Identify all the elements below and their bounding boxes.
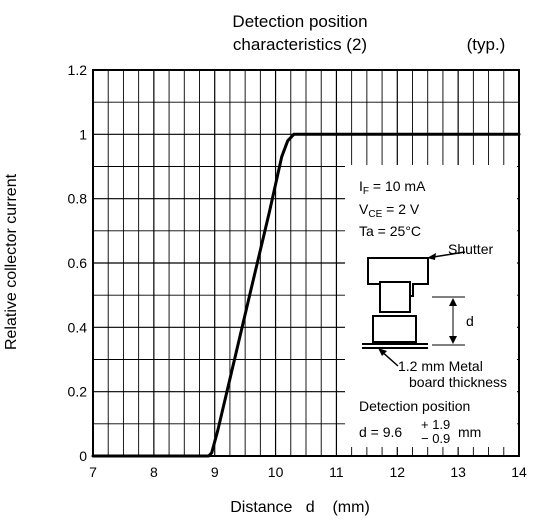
metal-arrowhead [378, 348, 387, 356]
d-dim-arrow-bottom [449, 336, 457, 344]
conditions-panel [345, 165, 517, 447]
detection-base: d = 9.6 [359, 424, 402, 440]
y-tick-label: 0.8 [68, 191, 88, 207]
shutter-arrowhead [427, 253, 436, 260]
y-tick-label: 0.2 [68, 384, 88, 400]
shutter-shape [367, 257, 429, 297]
x-tick-label: 7 [89, 464, 97, 480]
d-label: d [466, 313, 474, 329]
x-axis-ticks: 7 8 9 10 11 12 13 14 [89, 464, 527, 480]
x-tick-label: 9 [211, 464, 219, 480]
chart-title-line1: Detection position [232, 12, 367, 31]
x-tick-label: 14 [511, 464, 527, 480]
plot-frame [92, 69, 520, 457]
condition-vce: VCE = 2 V [359, 201, 420, 220]
metal-label-line1: 1.2 mm Metal [398, 358, 483, 374]
detection-minus: − 0.9 [421, 431, 450, 446]
y-tick-label: 0.6 [68, 255, 88, 271]
x-tick-label: 11 [329, 464, 344, 480]
shutter-label: Shutter [448, 241, 493, 257]
x-tick-label: 12 [389, 464, 405, 480]
x-tick-label: 13 [450, 464, 466, 480]
series-line [91, 132, 521, 458]
x-tick-label: 10 [268, 464, 284, 480]
y-axis-label: Relative collector current [3, 173, 20, 350]
y-tick-label: 0 [79, 448, 87, 464]
d-dim-arrow-top [449, 298, 457, 306]
x-tick-label: 8 [150, 464, 158, 480]
y-tick-label: 1 [79, 126, 87, 142]
y-tick-label: 1.2 [68, 62, 88, 78]
condition-ta: Ta = 25°C [359, 223, 421, 239]
y-tick-label: 0.4 [68, 319, 88, 335]
chart-title-line2: characteristics (2) [233, 35, 367, 54]
detection-unit: mm [458, 424, 481, 440]
sensor-upper [379, 281, 411, 313]
y-axis-ticks: 0 0.2 0.4 0.6 0.8 1 1.2 [68, 62, 88, 464]
sensor-diagram [362, 251, 466, 367]
metal-label-line2: board thickness [409, 374, 507, 390]
sensor-lower [372, 315, 417, 343]
condition-if: IF = 10 mA [359, 178, 426, 197]
x-axis-label: Distance d (mm) [230, 499, 370, 516]
chart-title-note: (typ.) [467, 35, 506, 54]
detection-title: Detection position [359, 398, 470, 414]
detection-plus: + 1.9 [421, 417, 450, 432]
